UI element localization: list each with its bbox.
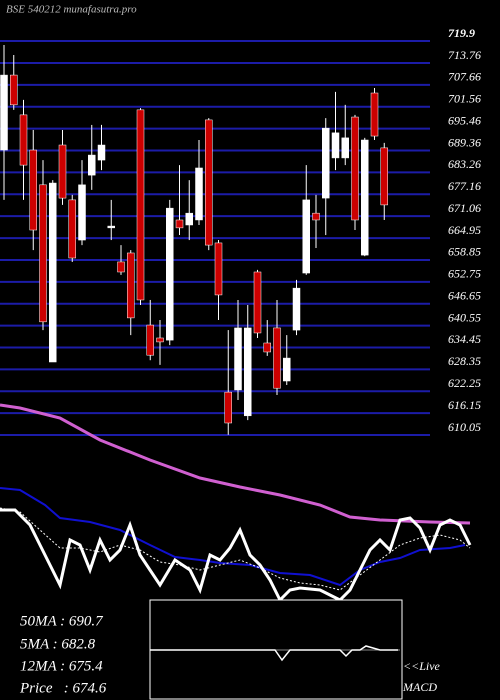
indicator-text: Price : 674.6 — [19, 680, 107, 696]
candle-body — [68, 199, 76, 259]
candle-body — [195, 167, 203, 221]
candle-body — [370, 92, 379, 137]
y-tick-label: 610.05 — [448, 420, 481, 434]
price-line — [0, 508, 472, 603]
y-tick-label: 707.66 — [448, 70, 481, 84]
candle-body — [156, 337, 164, 343]
candle-body — [361, 139, 369, 256]
candle-body — [29, 149, 37, 231]
candle-body — [146, 324, 154, 356]
candle-body — [19, 114, 28, 166]
y-tick-label: 683.26 — [448, 157, 481, 171]
candle-body — [380, 147, 388, 206]
candle-body — [302, 199, 310, 274]
y-tick-label: 695.46 — [448, 113, 481, 127]
candle-body — [273, 327, 281, 389]
candle-body — [10, 74, 18, 106]
y-tick-label: 719.9 — [448, 26, 475, 40]
candle-body — [0, 74, 8, 151]
candle-body — [244, 327, 252, 417]
indicator-text: 12MA : 675.4 — [20, 658, 103, 674]
y-tick-label: 616.15 — [448, 398, 481, 412]
candle-body — [205, 119, 213, 246]
candle-body — [97, 144, 106, 161]
macd-line — [150, 645, 398, 662]
chart-title: BSE 540212 munafasutra.pro — [6, 4, 137, 16]
y-tick-label: 677.16 — [448, 179, 481, 193]
y-tick-label: 713.76 — [448, 48, 481, 62]
candle-body — [263, 342, 271, 353]
candle-body — [224, 391, 232, 424]
ma-line-mid — [0, 487, 466, 587]
ma-line-short — [0, 507, 471, 591]
y-tick-label: 640.55 — [448, 310, 481, 324]
candle-body — [39, 184, 47, 323]
indicator-lines — [0, 403, 472, 603]
y-tick-label: 701.56 — [448, 92, 481, 106]
candle-body — [78, 184, 86, 241]
candle-body — [214, 242, 223, 296]
ma-line-long — [0, 403, 471, 525]
candle-body — [185, 212, 193, 226]
candle-body — [175, 219, 184, 229]
candle-body — [166, 207, 174, 341]
candle-body — [283, 357, 291, 382]
candle-body — [341, 137, 349, 159]
candle-body — [331, 132, 340, 159]
y-tick-label: 622.25 — [448, 376, 481, 390]
macd-panel — [149, 599, 403, 700]
indicator-text: 50MA : 690.7 — [20, 613, 104, 629]
candle-body — [49, 182, 57, 363]
candle-body — [117, 261, 125, 273]
candle-body — [107, 225, 115, 229]
candle-body — [58, 144, 67, 199]
candles — [0, 44, 388, 435]
candle-body — [88, 154, 96, 176]
y-tick-label: 646.65 — [448, 288, 481, 302]
y-tick-label: 664.95 — [448, 223, 481, 237]
candle-body — [322, 127, 330, 199]
grid: 719.9 713.76 707.66 701.56 695.46 689.36 683.2… — [0, 26, 481, 436]
candle-body — [312, 212, 320, 221]
candle-body — [127, 252, 135, 319]
y-tick-label: 689.36 — [448, 135, 481, 149]
y-tick-label: 652.75 — [448, 267, 481, 281]
candle-body — [234, 327, 242, 391]
candle-body — [292, 287, 301, 331]
macd-label: MACD — [402, 680, 437, 694]
candle-body — [253, 271, 262, 334]
candle-body — [136, 109, 145, 301]
y-tick-label: 658.85 — [448, 245, 481, 259]
y-tick-label: 634.45 — [448, 332, 481, 346]
indicator-text: 5MA : 682.8 — [20, 636, 96, 652]
macd-label: <<Live — [403, 659, 441, 673]
candle-body — [351, 116, 359, 221]
y-tick-label: 671.06 — [448, 201, 481, 215]
y-tick-label: 628.35 — [448, 354, 481, 368]
